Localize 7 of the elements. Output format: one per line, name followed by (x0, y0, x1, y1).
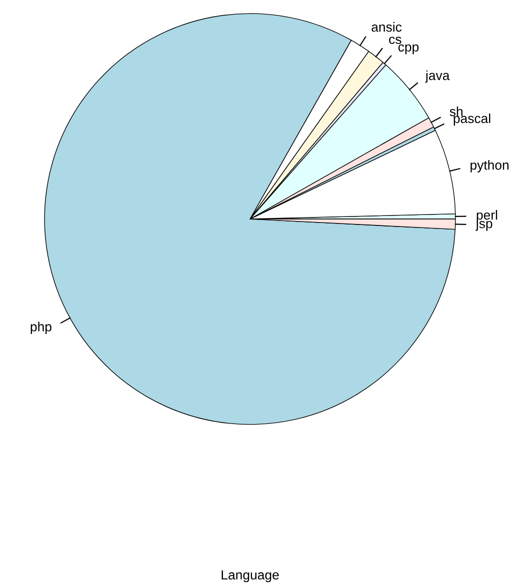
text: Language (222, 570, 279, 582)
slice-label: python (470, 160, 508, 172)
slice-label: cpp (398, 44, 419, 54)
slice-label: java (425, 70, 450, 83)
slice-label: cs (389, 36, 402, 44)
slice-label: php (30, 322, 52, 334)
slice-label: ansic (372, 22, 402, 32)
